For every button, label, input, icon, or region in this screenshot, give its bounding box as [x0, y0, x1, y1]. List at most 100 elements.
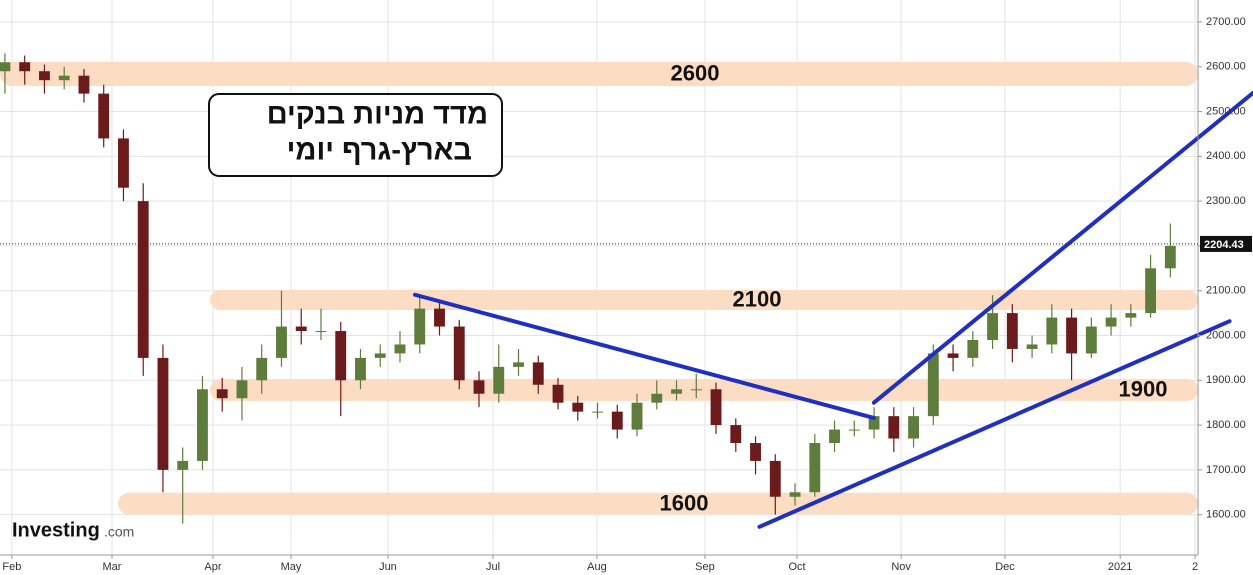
candle-body: [987, 313, 999, 340]
logo-text: Investing: [12, 519, 100, 541]
candle-body: [276, 326, 287, 358]
bands: 2600 2100 1900 1600: [0, 61, 1198, 516]
candle-body: [434, 308, 445, 327]
y-tick-label: 1900.00: [1206, 374, 1246, 386]
y-tick-label: 2500.00: [1206, 105, 1246, 117]
candle-body: [453, 326, 465, 381]
band-label: 1600: [660, 491, 709, 516]
x-tick-label: Oct: [788, 561, 805, 573]
candle-body: [236, 380, 248, 399]
candle-body: [58, 75, 70, 81]
x-tick-label: May: [281, 561, 302, 573]
title-frame: [208, 93, 503, 177]
candle-body: [809, 443, 821, 493]
candle-body: [177, 460, 189, 470]
title-line: בארץ-גרף יומי: [287, 135, 472, 167]
candle-body: [1125, 313, 1137, 318]
trend-line: [871, 90, 1253, 405]
candles: [0, 53, 1176, 524]
band-label: 1900: [1119, 377, 1168, 402]
candle-body: [769, 460, 781, 497]
candle-body: [374, 353, 386, 358]
candle-body: [1026, 344, 1038, 349]
candle-body: [789, 492, 801, 497]
candle-body: [1164, 245, 1176, 269]
candle-body: [1046, 317, 1058, 345]
x-tick-label: Dec: [995, 561, 1015, 573]
y-tick-label: 1600.00: [1206, 509, 1246, 521]
candle-body: [651, 393, 663, 403]
band: [210, 378, 1198, 401]
candle-body: [256, 357, 268, 381]
band-label: 2600: [671, 61, 720, 86]
logo: Investing .com: [12, 519, 134, 541]
x-tick-label: Mar: [103, 561, 122, 573]
candle-body: [335, 331, 347, 381]
candle-body: [19, 62, 31, 72]
trend-lines: [413, 90, 1253, 529]
x-tick-label: Nov: [891, 561, 911, 573]
candle-body: [967, 339, 979, 358]
candle-body: [829, 429, 840, 444]
candle-body: [98, 93, 110, 139]
candle-body: [552, 384, 564, 403]
x-tick-label: Aug: [587, 561, 607, 573]
y-tick-label: 2100.00: [1206, 285, 1246, 297]
candle-body: [0, 62, 11, 72]
candle-body: [1145, 268, 1157, 314]
candle-body: [39, 71, 50, 81]
candle-body: [730, 425, 742, 444]
candle-body: [137, 201, 149, 358]
candle-body: [513, 362, 524, 367]
candle-body: [908, 416, 919, 439]
candle-body: [1105, 317, 1117, 327]
candle-body: [868, 416, 880, 430]
x-tick-label: Feb: [2, 561, 21, 573]
candle-body: [473, 380, 485, 394]
candle-body: [78, 75, 90, 94]
candle-body: [592, 411, 603, 413]
x-tick-label: 2021: [1108, 561, 1132, 573]
candle-body: [750, 443, 761, 461]
candle-body: [947, 353, 959, 358]
trend-line: [757, 319, 1232, 529]
candle-body: [1085, 326, 1097, 354]
y-tick-label: 1700.00: [1206, 464, 1246, 476]
last-price-label: 2204.43: [1204, 239, 1244, 251]
title-box: מדד מניות בנקים בארץ-גרף יומי: [208, 93, 503, 177]
y-tick-label: 2300.00: [1206, 195, 1246, 207]
candle-body: [888, 416, 900, 439]
candle-body: [295, 326, 307, 332]
y-tick-label: 2400.00: [1206, 150, 1246, 162]
candle-body: [611, 411, 623, 430]
x-tick-label: Sep: [695, 561, 715, 573]
candle-body: [493, 366, 505, 394]
y-tick-label: 2600.00: [1206, 61, 1246, 73]
candle-body: [532, 362, 544, 385]
candle-body: [631, 402, 643, 430]
last-price-box: [1200, 235, 1252, 252]
title-line: מדד מניות בנקים: [267, 99, 488, 131]
candle-body: [710, 389, 722, 426]
x-tick-label: Jun: [379, 561, 397, 573]
candle-body: [216, 389, 228, 399]
trend-line: [413, 292, 876, 420]
y-tick-label: 1800.00: [1206, 419, 1246, 431]
candle-body: [118, 138, 129, 188]
band: [210, 289, 1198, 310]
candle-body: [848, 429, 860, 431]
candle-body: [197, 389, 208, 461]
candle-body: [927, 353, 939, 417]
candle-body: [414, 308, 426, 345]
y-tick-label: 2000.00: [1206, 329, 1246, 341]
band: [118, 492, 1198, 515]
candle-body: [355, 357, 366, 381]
logo-suffix: .com: [104, 524, 134, 540]
band: [0, 61, 1198, 87]
candle-body: [1006, 313, 1018, 349]
candle-body: [394, 344, 406, 354]
candle-body: [1066, 317, 1078, 354]
candle-body: [671, 389, 682, 394]
